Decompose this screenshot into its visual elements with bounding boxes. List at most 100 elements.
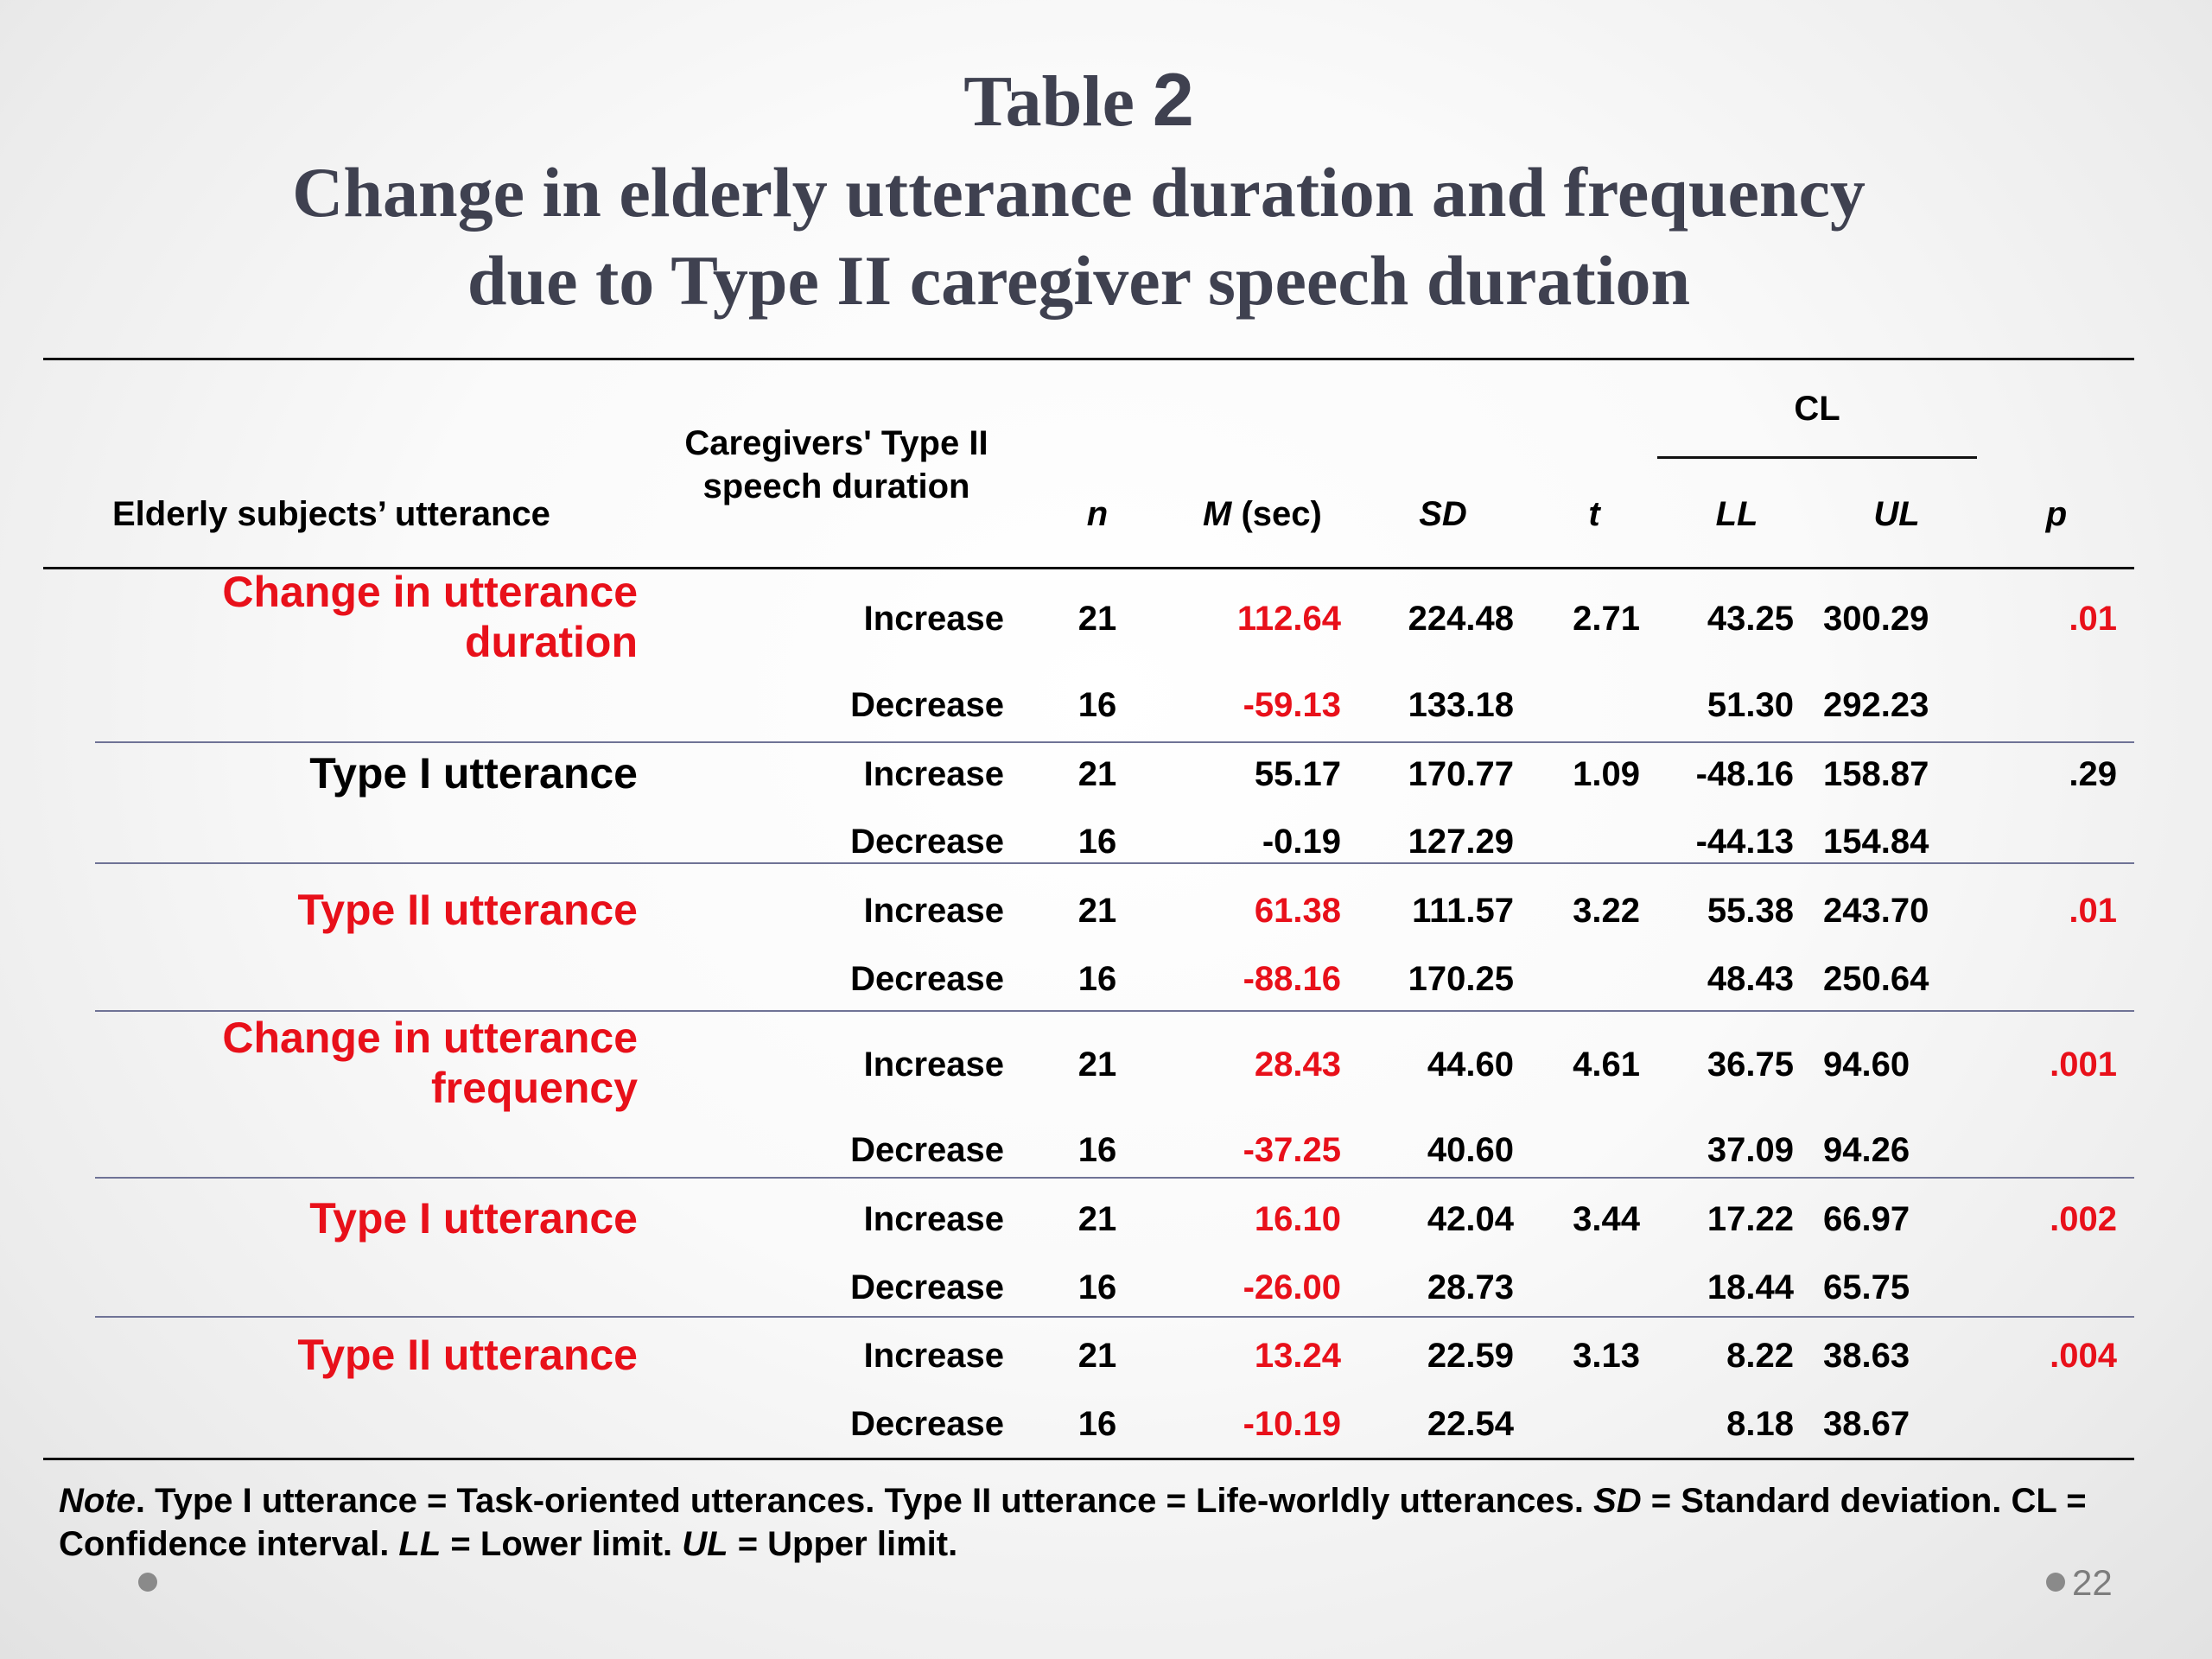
cell-p: .01: [2069, 892, 2117, 930]
cell-t: 3.22: [1573, 892, 1640, 930]
cell-n: 21: [1077, 892, 1117, 930]
cell-direction: Decrease: [850, 1268, 1004, 1306]
group-label-type1-duration: Type I utterance: [309, 749, 638, 798]
cell-t: 4.61: [1573, 1046, 1640, 1084]
cell-p: .004: [2050, 1337, 2117, 1375]
cell-n: 21: [1077, 600, 1117, 638]
cell-sd: 170.77: [1408, 755, 1514, 793]
cell-ll: -44.13: [1695, 823, 1794, 861]
cell-ul: 292.23: [1823, 686, 1929, 724]
note-lead: Note: [59, 1482, 136, 1520]
header-n: n: [1086, 495, 1109, 533]
group-label-type2-frequency: Type II utterance: [297, 1331, 638, 1379]
cell-sd: 40.60: [1427, 1131, 1514, 1169]
group-label-type2-duration: Type II utterance: [297, 886, 638, 934]
cell-sd: 44.60: [1427, 1046, 1514, 1084]
cell-m: 13.24: [1254, 1337, 1341, 1375]
header-sd: SD: [1419, 495, 1467, 533]
cell-ul: 154.84: [1823, 823, 1929, 861]
table-note: Note. Type I utterance = Task-oriented u…: [59, 1479, 2150, 1566]
cell-n: 16: [1077, 1131, 1117, 1169]
note-text-2: = Standard deviation. CL = Confidence in…: [59, 1482, 2087, 1563]
table-top-rule: [43, 358, 2134, 360]
cell-t: 3.13: [1573, 1337, 1640, 1375]
cell-m: 55.17: [1254, 755, 1341, 793]
table-title-word: Table: [963, 61, 1135, 142]
cell-ul: 243.70: [1823, 892, 1929, 930]
cell-ll: 51.30: [1707, 686, 1794, 724]
cell-direction: Increase: [863, 600, 1004, 638]
cell-n: 16: [1077, 1268, 1117, 1306]
cell-direction: Decrease: [850, 823, 1004, 861]
cell-t: 3.44: [1573, 1200, 1640, 1238]
cell-direction: Increase: [863, 1337, 1004, 1375]
cell-ul: 38.67: [1823, 1405, 1910, 1443]
cell-m: 16.10: [1254, 1200, 1341, 1238]
cell-ll: 8.22: [1726, 1337, 1794, 1375]
header-caregiver-line2: speech duration: [702, 467, 970, 505]
cell-t: 2.71: [1573, 600, 1640, 638]
cell-p: .01: [2069, 600, 2117, 638]
cell-ul: 94.60: [1823, 1046, 1910, 1084]
cell-direction: Increase: [863, 1046, 1004, 1084]
cell-direction: Decrease: [850, 1131, 1004, 1169]
group-label-duration-line2: duration: [465, 618, 638, 666]
cell-ll: 17.22: [1707, 1200, 1794, 1238]
note-ll: LL: [398, 1525, 442, 1563]
cell-ll: 48.43: [1707, 960, 1794, 998]
cell-sd: 133.18: [1408, 686, 1514, 724]
cell-t: 1.09: [1573, 755, 1640, 793]
cell-n: 21: [1077, 1200, 1117, 1238]
cell-ul: 38.63: [1823, 1337, 1910, 1375]
cell-sd: 42.04: [1427, 1200, 1514, 1238]
cell-n: 21: [1077, 1046, 1117, 1084]
group-divider: [95, 741, 2134, 743]
cell-ul: 65.75: [1823, 1268, 1910, 1306]
header-cl: CL: [1794, 390, 1840, 428]
cell-ul: 66.97: [1823, 1200, 1910, 1238]
cell-direction: Decrease: [850, 1405, 1004, 1443]
header-caregiver-line1: Caregivers' Type II: [684, 424, 988, 462]
header-cl-underline: [1657, 456, 1977, 459]
group-label-frequency-line2: frequency: [431, 1064, 638, 1112]
header-elderly: Elderly subjects’ utterance: [112, 495, 550, 533]
cell-n: 16: [1077, 686, 1117, 724]
note-sd: SD: [1593, 1482, 1642, 1520]
table-number: 2: [1152, 59, 1194, 142]
slide-bullet-dot-right: [2046, 1573, 2065, 1592]
cell-n: 21: [1077, 755, 1117, 793]
cell-ll: -48.16: [1695, 755, 1794, 793]
cell-p: .001: [2050, 1046, 2117, 1084]
group-label-frequency-line1: Change in utterance: [222, 1014, 638, 1062]
cell-p: .002: [2050, 1200, 2117, 1238]
table-subtitle-line2: due to Type II caregiver speech duration: [467, 241, 1691, 320]
header-t: t: [1588, 495, 1600, 533]
note-text-3: = Lower limit.: [441, 1525, 683, 1563]
cell-direction: Decrease: [850, 686, 1004, 724]
cell-ll: 55.38: [1707, 892, 1794, 930]
group-divider: [95, 1010, 2134, 1012]
cell-sd: 224.48: [1408, 600, 1514, 638]
cell-direction: Increase: [863, 1200, 1004, 1238]
cell-ll: 8.18: [1726, 1405, 1794, 1443]
cell-m: -88.16: [1243, 960, 1341, 998]
header-bottom-rule: [43, 567, 2134, 569]
cell-ll: 18.44: [1707, 1268, 1794, 1306]
cell-sd: 127.29: [1408, 823, 1514, 861]
cell-m: -0.19: [1262, 823, 1341, 861]
group-divider: [95, 1316, 2134, 1318]
cell-ll: 36.75: [1707, 1046, 1794, 1084]
header-p: p: [2045, 495, 2068, 533]
cell-ul: 250.64: [1823, 960, 1929, 998]
header-ll: LL: [1715, 495, 1758, 533]
cell-m: -26.00: [1243, 1268, 1341, 1306]
cell-ul: 158.87: [1823, 755, 1929, 793]
header-m-unit: (sec): [1231, 495, 1322, 533]
cell-ll: 43.25: [1707, 600, 1794, 638]
cell-sd: 170.25: [1408, 960, 1514, 998]
group-label-duration-line1: Change in utterance: [222, 568, 638, 616]
cell-sd: 22.59: [1427, 1337, 1514, 1375]
cell-ul: 94.26: [1823, 1131, 1910, 1169]
group-divider: [95, 862, 2134, 864]
cell-direction: Increase: [863, 892, 1004, 930]
